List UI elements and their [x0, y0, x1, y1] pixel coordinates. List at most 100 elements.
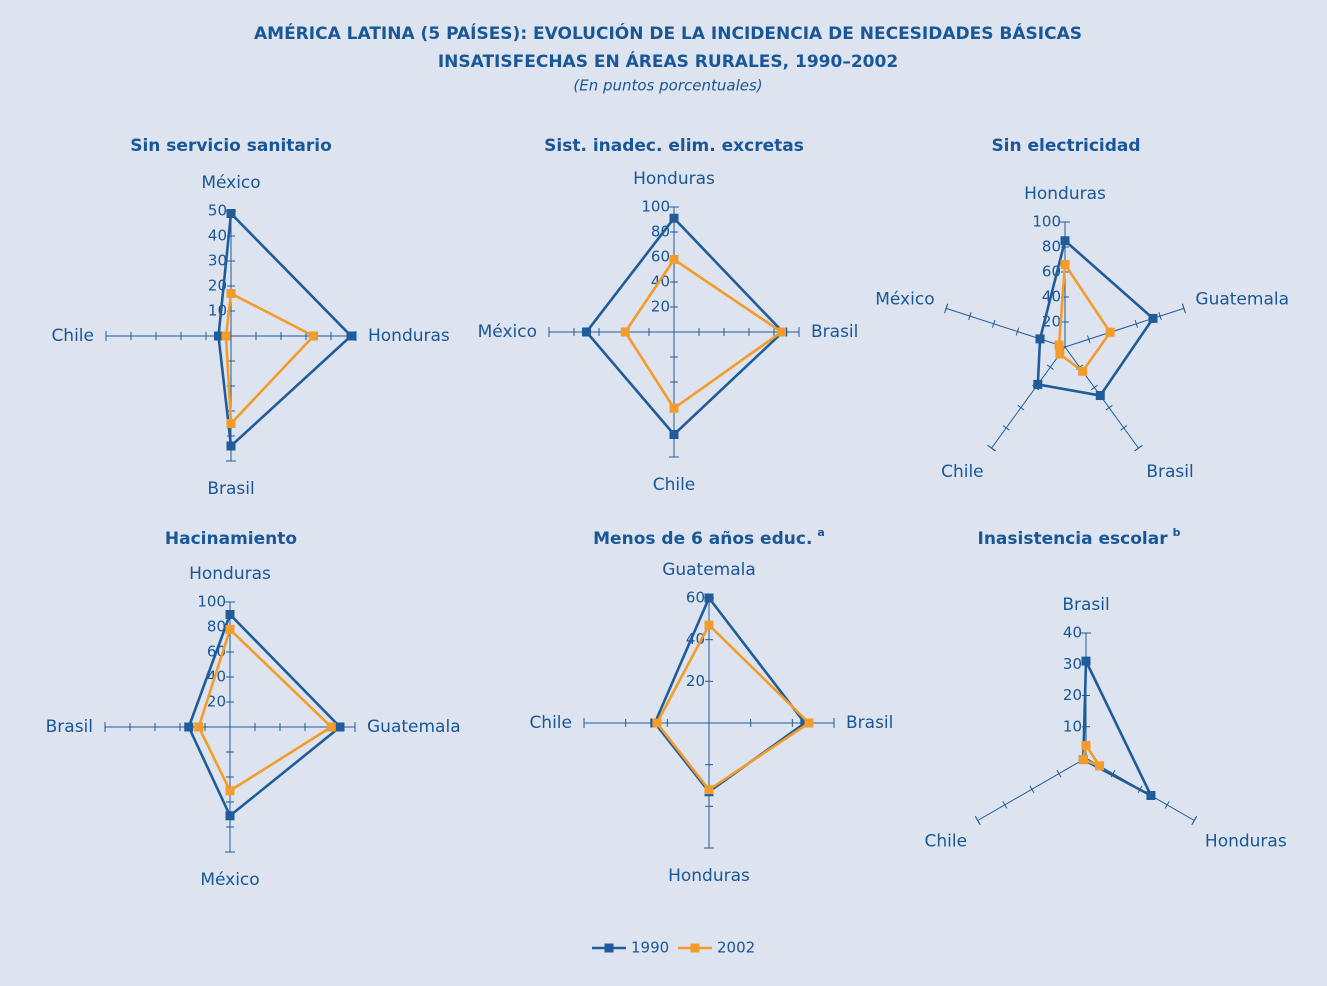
- tick-mark: [991, 319, 996, 328]
- marker: [1095, 391, 1105, 401]
- tick-mark: [1134, 319, 1139, 328]
- marker: [777, 327, 786, 337]
- series-line: [1081, 742, 1103, 769]
- tick-mark: [1090, 384, 1098, 391]
- category-label: Honduras: [633, 169, 715, 189]
- axis: [991, 346, 1066, 449]
- title-note: b: [1173, 526, 1181, 539]
- category-label: Brasil: [1062, 595, 1109, 615]
- tick-mark: [1087, 335, 1091, 344]
- marker: [704, 785, 714, 795]
- marker: [309, 331, 318, 341]
- tick-label: 20: [207, 693, 226, 711]
- category-label: Honduras: [368, 326, 450, 346]
- tick-label: 40: [1063, 624, 1082, 642]
- tick-mark: [987, 445, 996, 451]
- legend-marker: [690, 943, 700, 953]
- chart-title-text: Sist. inadec. elim. excretas: [544, 136, 804, 156]
- marker: [225, 625, 235, 634]
- series-line: [1081, 660, 1154, 799]
- marker: [1105, 327, 1115, 337]
- marker: [669, 430, 679, 439]
- category-label: México: [478, 322, 537, 342]
- category-label: Chile: [529, 713, 572, 733]
- tick-mark: [1191, 816, 1197, 825]
- marker: [1146, 791, 1156, 800]
- tick-mark: [1002, 425, 1010, 431]
- marker: [1095, 761, 1105, 771]
- category-label: Honduras: [189, 564, 271, 584]
- tick-label: 20: [1063, 686, 1082, 704]
- category-label: Brasil: [46, 717, 93, 737]
- category-label: Chile: [51, 326, 94, 346]
- series-line: [1057, 260, 1112, 374]
- category-label: Honduras: [1024, 184, 1106, 204]
- tick-mark: [1017, 404, 1025, 411]
- marker: [1081, 656, 1091, 666]
- marker: [1060, 236, 1070, 246]
- marker: [1055, 349, 1065, 359]
- category-label: Honduras: [1205, 832, 1287, 852]
- legend-label: 2002: [717, 939, 755, 957]
- tick-label: 100: [641, 198, 670, 216]
- tick-label: 30: [1063, 655, 1082, 673]
- chart-title: Hacinamiento: [165, 529, 297, 549]
- chart-title-text: Inasistencia escolar: [978, 529, 1169, 549]
- chart-title-text: Sin servicio sanitario: [130, 136, 332, 156]
- category-label: Brasil: [207, 479, 254, 499]
- tick-mark: [1056, 769, 1062, 778]
- marker: [226, 289, 236, 298]
- tick-label: 30: [208, 252, 227, 270]
- subtitle: (En puntos porcentuales): [573, 77, 762, 95]
- chart-title-text: Menos de 6 años educ.: [593, 529, 812, 549]
- chart-title: Sist. inadec. elim. excretas: [544, 136, 804, 156]
- tick-mark: [1134, 445, 1143, 451]
- category-label: Honduras: [668, 866, 750, 886]
- marker: [225, 811, 235, 821]
- marker: [620, 327, 630, 337]
- chart-title-text: Sin electricidad: [991, 136, 1140, 156]
- tick-label: 80: [651, 223, 670, 241]
- tick-label: 60: [651, 248, 670, 266]
- tick-label: 100: [197, 593, 226, 611]
- category-label: México: [201, 173, 260, 193]
- marker: [1078, 755, 1088, 765]
- marker: [652, 718, 662, 728]
- main-title: AMÉRICA LATINA (5 PAÍSES): EVOLUCIÓN DE …: [254, 22, 1082, 44]
- category-label: Chile: [653, 475, 696, 495]
- chart-title: Inasistencia escolar b: [978, 526, 1181, 549]
- tick-mark: [1105, 404, 1113, 411]
- category-label: Guatemala: [367, 717, 461, 737]
- tick-label: 80: [207, 618, 226, 636]
- marker: [221, 331, 231, 341]
- tick-label: 100: [1032, 213, 1061, 231]
- tick-mark: [1015, 327, 1020, 336]
- tick-label: 40: [207, 668, 226, 686]
- category-label: Chile: [925, 832, 968, 852]
- chart-title-text: Hacinamiento: [165, 529, 297, 549]
- category-label: Guatemala: [662, 560, 756, 580]
- marker: [669, 255, 679, 264]
- tick-mark: [975, 816, 981, 825]
- tick-mark: [1158, 312, 1162, 321]
- marker: [214, 331, 223, 341]
- marker: [1054, 340, 1064, 350]
- category-label: Chile: [941, 462, 984, 482]
- marker: [326, 722, 336, 732]
- marker: [704, 620, 714, 630]
- chart-title: Menos de 6 años educ. a: [593, 526, 825, 549]
- marker: [1060, 260, 1070, 269]
- marker: [1033, 379, 1043, 389]
- marker: [225, 786, 235, 796]
- marker: [804, 718, 814, 728]
- tick-mark: [1002, 801, 1008, 809]
- tick-label: 20: [651, 298, 670, 316]
- marker: [1148, 313, 1158, 323]
- tick-mark: [1029, 785, 1035, 793]
- tick-label: 60: [686, 589, 705, 607]
- category-label: Guatemala: [1195, 289, 1289, 309]
- axis: [1064, 307, 1185, 348]
- marker: [582, 327, 591, 337]
